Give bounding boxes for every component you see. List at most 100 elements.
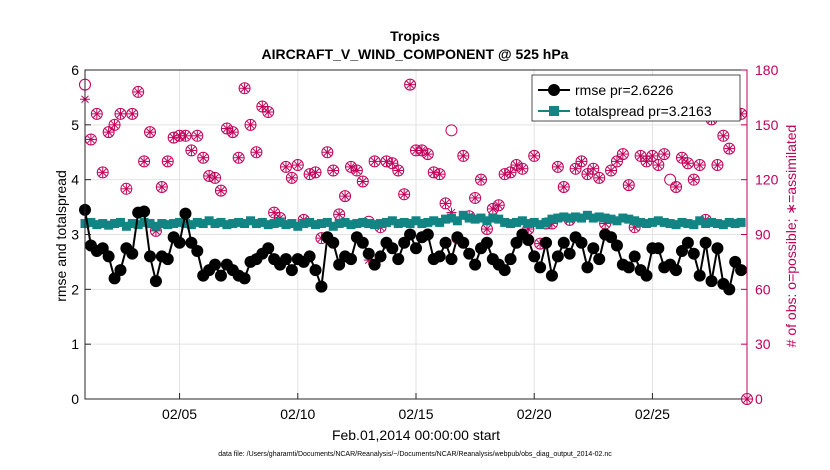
obs-possible-marker bbox=[457, 149, 470, 162]
totalspread-marker bbox=[529, 217, 539, 227]
totalspread-marker bbox=[399, 217, 409, 227]
totalspread-marker bbox=[429, 216, 439, 226]
rmse-marker bbox=[587, 242, 600, 255]
totalspread-marker bbox=[405, 219, 415, 229]
totalspread-marker bbox=[494, 214, 504, 224]
rmse-marker bbox=[209, 258, 222, 271]
data-file-footer: data file: /Users/gharamti/Documents/NCA… bbox=[218, 451, 612, 458]
totalspread-marker bbox=[387, 216, 397, 226]
obs-assimilated-marker bbox=[611, 156, 622, 167]
rmse-marker bbox=[262, 242, 275, 255]
totalspread-marker bbox=[606, 214, 616, 224]
rmse-marker bbox=[179, 207, 192, 220]
totalspread-marker bbox=[571, 212, 581, 222]
rmse-marker bbox=[581, 261, 594, 274]
obs-possible-marker bbox=[587, 162, 600, 175]
totalspread-marker bbox=[269, 219, 279, 229]
obs-assimilated-marker bbox=[286, 172, 297, 183]
totalspread-marker bbox=[257, 217, 267, 227]
obs-possible-marker bbox=[528, 149, 541, 162]
obs-assimilated-marker bbox=[340, 191, 351, 202]
obs-assimilated-marker bbox=[210, 172, 221, 183]
obs-possible-marker bbox=[138, 155, 151, 168]
y-axis-right-label: # of obs: o=possible; ∗=assimilated bbox=[783, 125, 799, 348]
obs-assimilated-marker bbox=[694, 160, 705, 171]
obs-possible-marker bbox=[475, 173, 488, 186]
rmse-marker bbox=[528, 250, 541, 263]
obs-possible-marker bbox=[664, 173, 677, 186]
obs-possible-marker bbox=[191, 129, 204, 142]
obs-possible-marker bbox=[693, 159, 706, 172]
obs-possible-marker bbox=[717, 129, 730, 142]
obs-assimilated-marker bbox=[487, 203, 498, 214]
obs-assimilated-marker bbox=[393, 165, 404, 176]
obs-assimilated-marker bbox=[304, 169, 315, 180]
obs-assimilated-marker bbox=[263, 107, 274, 118]
obs-assimilated-marker bbox=[186, 145, 197, 156]
chart-subtitle: AIRCRAFT_V_WIND_COMPONENT @ 525 hPa bbox=[261, 46, 569, 62]
obs-assimilated-marker bbox=[623, 180, 634, 191]
totalspread-marker bbox=[588, 213, 598, 223]
legend-rmse-label: rmse pr=2.6226 bbox=[575, 82, 674, 98]
obs-possible-marker bbox=[285, 171, 298, 184]
obs-possible-marker bbox=[339, 190, 352, 203]
x-tick-label: 02/05 bbox=[162, 406, 197, 422]
obs-possible-marker bbox=[238, 82, 251, 95]
obs-assimilated-marker bbox=[133, 86, 144, 97]
legend-totalspread-label: totalspread pr=3.2163 bbox=[575, 103, 712, 119]
obs-assimilated-marker bbox=[724, 143, 735, 154]
rmse-marker bbox=[687, 247, 700, 260]
rmse-marker bbox=[386, 242, 399, 255]
totalspread-marker bbox=[393, 219, 403, 229]
totalspread-marker bbox=[441, 214, 451, 224]
totalspread-marker bbox=[630, 216, 640, 226]
obs-assimilated-marker bbox=[103, 127, 114, 138]
rmse-marker bbox=[356, 236, 369, 249]
totalspread-marker bbox=[376, 219, 386, 229]
totalspread-marker bbox=[718, 220, 728, 230]
obs-assimilated-marker bbox=[156, 181, 167, 192]
obs-assimilated-marker bbox=[357, 176, 368, 187]
totalspread-marker bbox=[642, 219, 652, 229]
totalspread-marker bbox=[565, 213, 575, 223]
totalspread-marker bbox=[506, 219, 516, 229]
totalspread-marker bbox=[435, 217, 445, 227]
obs-possible-marker bbox=[616, 148, 629, 161]
totalspread-marker bbox=[624, 214, 634, 224]
obs-assimilated-marker bbox=[121, 183, 132, 194]
obs-assimilated-marker bbox=[499, 169, 510, 180]
obs-assimilated-marker bbox=[328, 165, 339, 176]
rmse-marker bbox=[214, 269, 227, 282]
obs-assimilated-marker bbox=[310, 167, 321, 178]
totalspread-marker bbox=[340, 217, 350, 227]
obs-assimilated-marker bbox=[109, 119, 120, 130]
obs-possible-marker bbox=[327, 164, 340, 177]
totalspread-marker bbox=[577, 213, 586, 223]
totalspread-marker bbox=[133, 220, 143, 230]
obs-possible-marker bbox=[155, 180, 168, 193]
rmse-marker bbox=[610, 239, 623, 252]
obs-possible-marker bbox=[404, 78, 417, 91]
obs-assimilated-marker bbox=[239, 83, 250, 94]
obs-assimilated-marker bbox=[594, 172, 605, 183]
rmse-marker bbox=[238, 272, 251, 285]
rmse-marker bbox=[575, 236, 588, 249]
obs-possible-marker bbox=[687, 173, 700, 186]
obs-possible-marker bbox=[723, 142, 736, 155]
totalspread-marker bbox=[86, 217, 96, 227]
totalspread-marker bbox=[358, 217, 368, 227]
obs-assimilated-marker bbox=[434, 169, 445, 180]
obs-possible-marker bbox=[569, 162, 582, 175]
totalspread-marker bbox=[535, 220, 545, 230]
totalspread-marker bbox=[127, 219, 137, 229]
legend-rmse-marker bbox=[548, 84, 560, 96]
obs-possible-marker bbox=[605, 164, 618, 177]
totalspread-marker bbox=[701, 219, 711, 229]
totalspread-marker bbox=[559, 212, 569, 222]
totalspread-marker bbox=[689, 220, 699, 230]
obs-possible-marker bbox=[102, 126, 115, 139]
rmse-marker bbox=[445, 253, 458, 266]
rmse-marker bbox=[191, 244, 204, 257]
rmse-marker bbox=[522, 233, 535, 246]
